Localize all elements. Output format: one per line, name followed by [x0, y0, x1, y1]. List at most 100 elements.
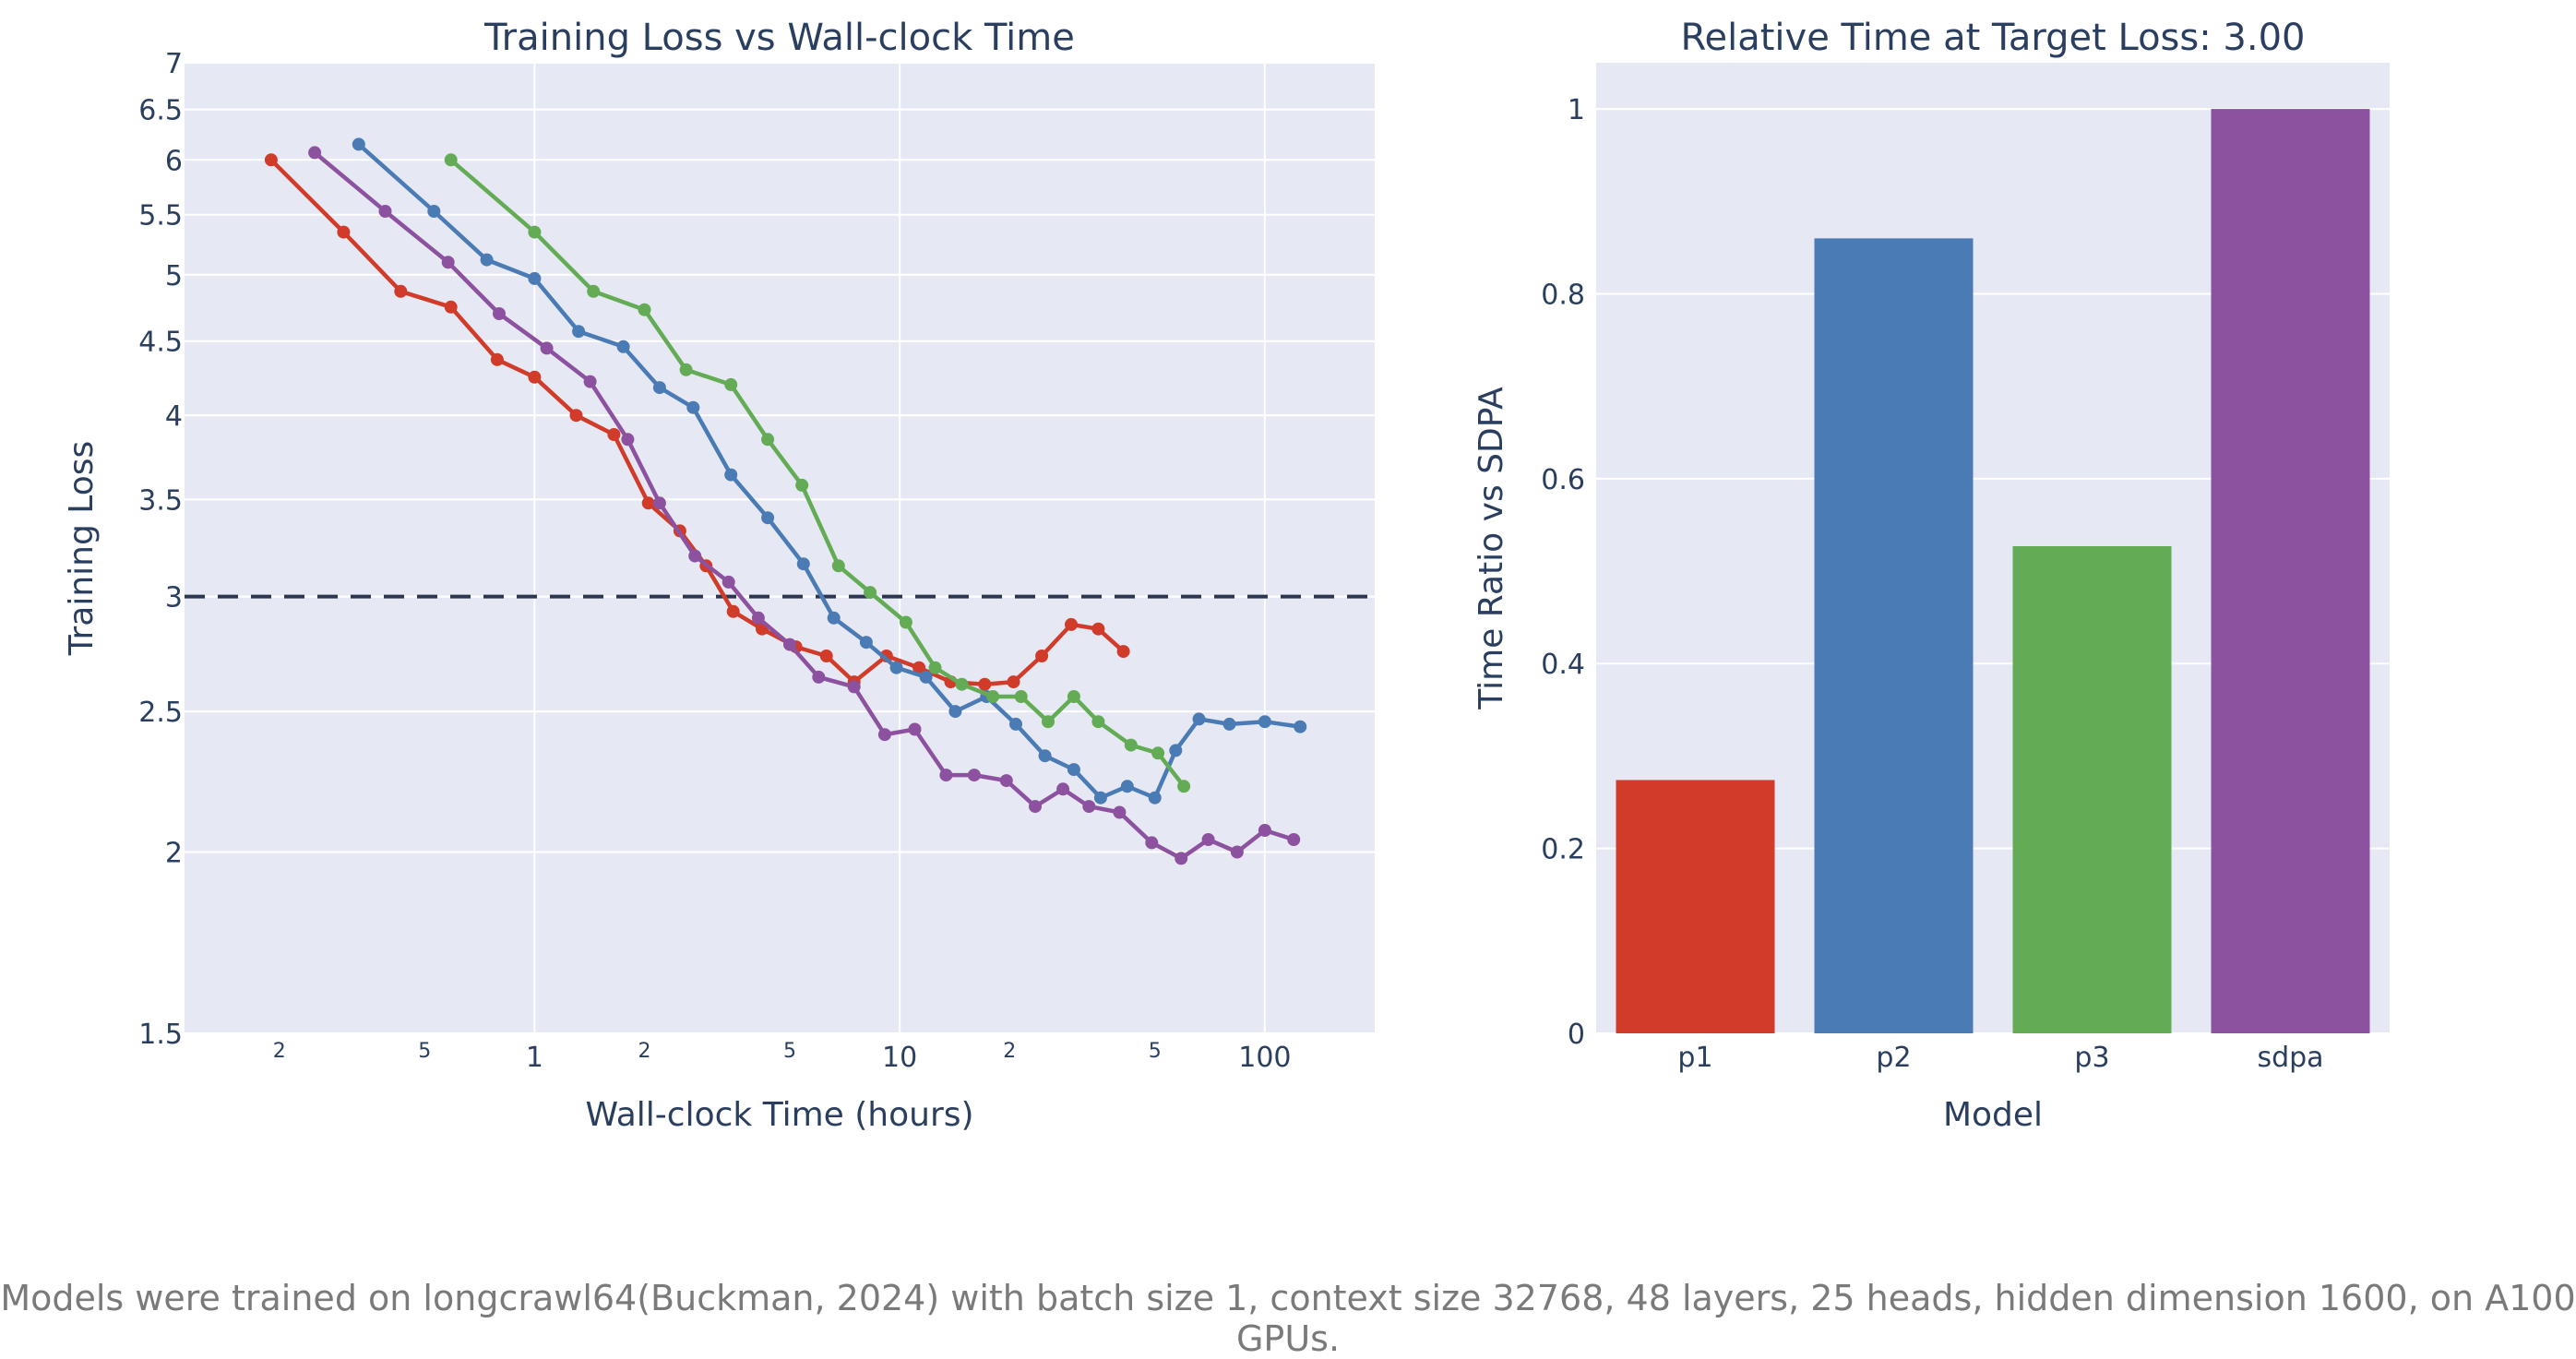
loss-x-axis-label: Wall-clock Time (hours) [585, 1096, 973, 1134]
data-point-p2 [948, 705, 962, 719]
data-point-sdpa [493, 307, 506, 320]
data-point-p2 [528, 271, 542, 285]
data-point-p3 [1091, 715, 1105, 729]
ratio-x-tick-label: p2 [1876, 1042, 1911, 1074]
data-point-p3 [1067, 690, 1080, 703]
data-point-p1 [1065, 617, 1078, 631]
ratio-y-tick-label: 0 [1568, 1019, 1585, 1051]
data-point-p1 [569, 409, 583, 423]
ratio-y-axis-label: Time Ratio vs SDPA [1473, 387, 1510, 710]
data-point-p2 [919, 670, 933, 684]
data-point-p2 [1222, 717, 1236, 731]
data-point-p1 [1035, 650, 1049, 662]
data-point-sdpa [540, 341, 554, 355]
data-point-p2 [889, 661, 903, 674]
data-point-p2 [652, 381, 666, 395]
data-point-p1 [1091, 622, 1105, 636]
ratio-y-tick-label: 1 [1568, 94, 1585, 126]
data-point-p2 [1009, 717, 1022, 731]
data-point-p2 [796, 557, 810, 571]
data-point-sdpa [1258, 824, 1271, 837]
loss-x-tick-label: 5 [1149, 1040, 1162, 1063]
data-point-sdpa [847, 680, 861, 694]
data-point-p3 [1014, 690, 1028, 703]
data-point-p2 [480, 253, 494, 267]
ratio-x-tick-labels: p1 p2 p3 sdpa [1677, 1042, 2323, 1074]
loss-y-tick-labels: 1.5 2 2.5 3 3.5 4 4.5 5 5.5 6 6.5 7 [138, 48, 183, 1051]
data-point-p2 [1192, 712, 1206, 726]
data-point-sdpa [908, 722, 922, 736]
loss-y-axis-label: Training Loss [63, 441, 101, 656]
loss-y-tick-label: 5 [165, 260, 183, 292]
data-point-sdpa [939, 769, 953, 782]
loss-series [264, 137, 1307, 865]
data-point-p1 [641, 496, 655, 510]
data-point-sdpa [308, 146, 322, 160]
loss-x-tick-label: 1 [526, 1042, 543, 1074]
data-point-p2 [1067, 763, 1080, 777]
data-point-p3 [1151, 746, 1165, 760]
data-point-sdpa [1029, 800, 1042, 814]
loss-y-tick-label: 4 [165, 400, 183, 433]
loss-y-tick-label: 5.5 [138, 200, 183, 232]
loss-x-tick-label: 10 [882, 1042, 917, 1074]
data-point-p2 [352, 137, 365, 151]
data-point-p2 [859, 636, 873, 650]
bar-sdpa [2211, 109, 2370, 1034]
loss-y-tick-label: 6.5 [138, 95, 183, 127]
data-point-sdpa [999, 774, 1013, 788]
data-point-p2 [1120, 780, 1134, 793]
data-point-p2 [761, 511, 775, 525]
data-point-p1 [337, 225, 351, 239]
data-point-p2 [1294, 720, 1307, 733]
loss-y-tick-label: 6 [165, 145, 183, 177]
data-point-p2 [827, 611, 841, 625]
data-point-sdpa [812, 670, 826, 684]
data-point-p1 [444, 300, 458, 314]
data-point-sdpa [1230, 845, 1244, 859]
ratio-chart: 0 0.2 0.4 0.6 0.8 1 p1 p2 p3 sdpa Relative Time … [1473, 17, 2390, 1134]
data-point-sdpa [1145, 836, 1159, 850]
data-point-p1 [528, 370, 542, 384]
loss-plot-area [185, 63, 1375, 1033]
loss-x-tick-label: 2 [273, 1040, 286, 1063]
loss-y-tick-label: 7 [165, 48, 183, 80]
data-point-p2 [686, 400, 700, 414]
loss-y-tick-label: 2.5 [138, 697, 183, 729]
data-point-sdpa [583, 375, 597, 388]
data-point-sdpa [1287, 833, 1301, 846]
data-point-sdpa [1056, 782, 1070, 796]
data-point-sdpa [621, 433, 635, 447]
data-point-sdpa [967, 769, 981, 782]
data-point-sdpa [378, 205, 392, 218]
loss-grid [185, 62, 1375, 1034]
loss-x-tick-labels: 2 5 1 2 5 10 2 5 100 [273, 1040, 1292, 1074]
data-point-p1 [607, 428, 621, 441]
data-point-p3 [724, 377, 738, 391]
data-point-sdpa [1113, 805, 1127, 819]
data-point-p3 [1124, 738, 1138, 752]
loss-x-tick-label: 100 [1238, 1042, 1291, 1074]
data-point-p3 [795, 478, 809, 492]
data-point-p2 [572, 325, 586, 339]
data-point-p3 [955, 677, 969, 691]
data-point-p1 [819, 650, 833, 662]
data-point-p3 [899, 615, 912, 629]
bar-p2 [1814, 238, 1974, 1033]
loss-chart: 1.5 2 2.5 3 3.5 4 4.5 5 5.5 6 6.5 7 2 5 1 2 5 10 2 5 100 Tr… [63, 17, 1375, 1134]
data-point-p3 [1177, 780, 1191, 793]
data-point-p3 [679, 363, 693, 376]
loss-y-tick-label: 1.5 [138, 1019, 183, 1051]
data-point-sdpa [1082, 800, 1096, 814]
ratio-x-axis-label: Model [1943, 1096, 2043, 1134]
data-point-sdpa [722, 575, 735, 589]
ratio-y-tick-label: 0.6 [1541, 464, 1585, 496]
loss-y-tick-label: 3.5 [138, 484, 183, 517]
data-point-p3 [587, 284, 601, 298]
bar-p1 [1616, 780, 1775, 1033]
data-point-p1 [978, 677, 992, 691]
data-point-p2 [1169, 744, 1183, 757]
ratio-x-tick-label: p1 [1677, 1042, 1712, 1074]
loss-y-tick-label: 4.5 [138, 327, 183, 359]
data-point-p1 [726, 604, 740, 618]
